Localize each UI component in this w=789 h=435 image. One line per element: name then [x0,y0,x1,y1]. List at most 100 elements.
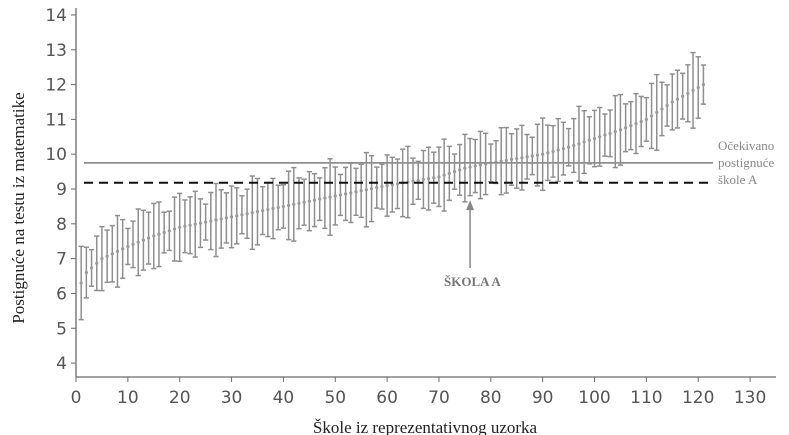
mean-point [437,175,441,179]
mean-point [375,186,379,190]
school-point [514,128,520,189]
school-point [410,157,416,205]
mean-point [582,140,586,144]
mean-point [188,223,192,227]
school-point [145,211,152,265]
mean-point [426,176,431,181]
mean-point [644,117,648,121]
school-point [467,137,473,197]
mean-point [592,136,597,141]
x-axis-title: Škole iz reprezentativnog uzorka [313,418,538,435]
school-point [659,81,665,137]
school-point [529,136,535,176]
school-point [664,84,670,127]
y-tick-label: 5 [56,319,67,339]
mean-point [655,110,659,115]
mean-point [229,215,234,219]
x-tick-label: 60 [376,388,398,408]
school-point [244,188,250,240]
school-point [472,138,478,194]
y-tick-label: 7 [56,250,67,270]
mean-point [178,225,182,229]
school-point [130,220,136,269]
school-point [337,173,344,217]
mean-point [691,88,695,92]
mean-point [89,266,94,270]
arrow-head [466,200,475,211]
school-point [597,106,603,167]
school-point [311,173,318,228]
y-tick-label: 13 [45,41,67,61]
y-tick-label: 8 [56,215,67,235]
mean-point [328,195,332,199]
mean-point [292,202,296,206]
school-point [534,123,541,187]
school-point [78,245,84,321]
school-point [161,211,167,254]
school-point [638,95,644,148]
mean-point [421,177,426,182]
mean-point [411,179,415,183]
school-point [389,156,395,213]
school-point [374,166,380,209]
mean-point [136,240,140,244]
school-point [425,146,432,211]
mean-point [318,197,322,201]
school-point [301,178,307,226]
school-point [654,73,660,151]
school-point [275,184,281,231]
mean-point [701,82,706,87]
mean-point [204,220,208,224]
school-point [508,132,515,186]
mean-point [198,221,203,225]
mean-point [131,242,135,246]
mean-point [587,138,591,142]
school-point [156,201,162,268]
school-point [213,182,219,258]
school-point [695,56,701,119]
school-point [648,82,655,150]
mean-point [608,131,612,135]
school-point [571,117,577,174]
school-point [643,96,649,142]
school-point [550,124,556,178]
mean-point [152,234,156,238]
school-point [623,103,629,153]
mean-point [380,184,384,189]
mean-point [618,128,623,132]
school-point [317,177,323,222]
school-point [285,170,292,241]
school-point [617,93,624,166]
mean-point [452,170,457,174]
mean-point [390,183,394,187]
mean-point [686,91,690,95]
x-tick-label: 20 [169,388,191,408]
x-tick-label: 0 [71,388,82,408]
school-a-arrow [466,200,475,268]
mean-point [566,145,571,149]
school-point [436,146,442,208]
x-tick-label: 40 [273,388,295,408]
school-point [545,124,551,182]
mean-point [146,236,151,240]
mean-point [509,157,514,162]
school-point [581,109,587,175]
mean-point [364,188,368,192]
mean-point [603,133,607,137]
y-tick-label: 10 [45,145,67,165]
mean-point [338,193,343,197]
school-point [628,100,634,151]
mean-point [354,190,358,194]
data-marks [78,51,707,321]
school-point [182,199,188,254]
school-point [348,162,354,224]
mean-point [556,148,560,152]
school-point [358,163,364,219]
mean-point [665,103,669,108]
mean-point [385,183,389,188]
mean-point [235,214,239,218]
mean-point [100,257,104,261]
school-point [446,145,452,202]
school-point [166,210,172,252]
school-point [327,158,333,237]
